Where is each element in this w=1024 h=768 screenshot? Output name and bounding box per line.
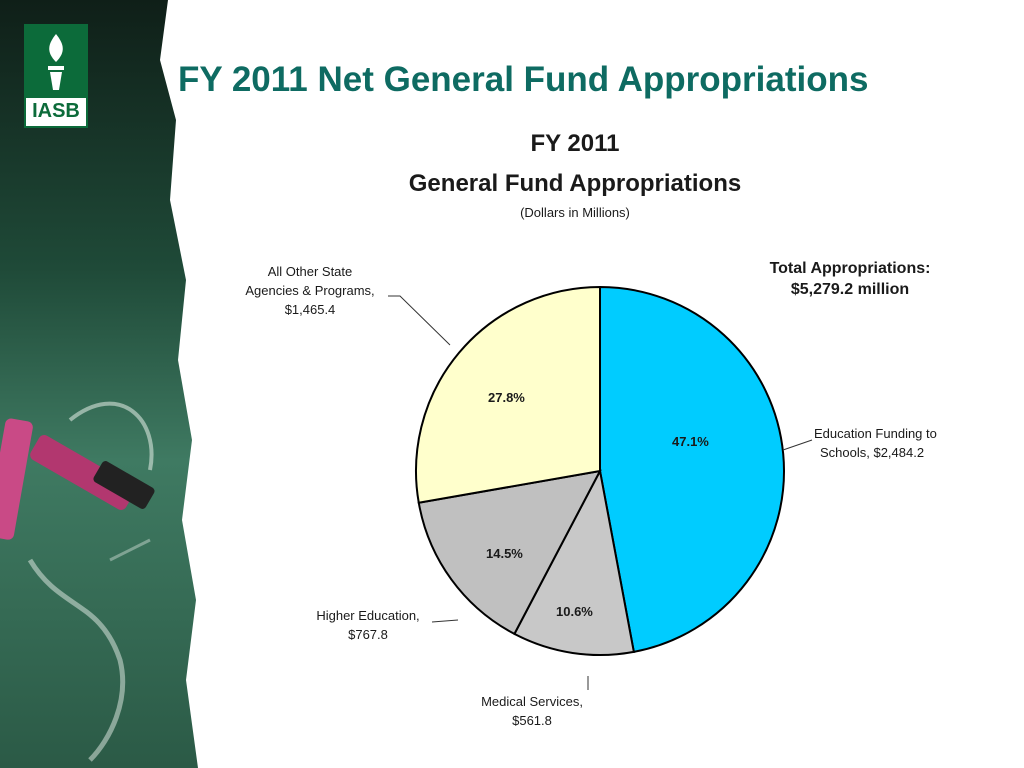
slice-label-line: Education Funding to <box>814 426 937 441</box>
slide-title: FY 2011 Net General Fund Appropriations <box>178 60 869 99</box>
slice-percent-other: 27.8% <box>488 390 525 405</box>
pie-slice-higher-ed <box>417 469 602 636</box>
iasb-logo: IASB <box>24 24 88 128</box>
slice-label-line: $1,465.4 <box>284 302 336 317</box>
leader-line-other <box>388 295 451 346</box>
pie-slice-other <box>415 285 601 504</box>
slice-percent-education: 47.1% <box>672 434 709 449</box>
slice-percent-higher-ed: 14.5% <box>486 546 523 561</box>
total-appropriations: Total Appropriations: $5,279.2 million <box>730 258 970 300</box>
slice-label-line: $767.8 <box>348 627 388 642</box>
total-line-1: Total Appropriations: <box>769 260 931 277</box>
total-line-2: $5,279.2 million <box>790 281 910 298</box>
slice-label-line: Medical Services, <box>481 694 583 709</box>
chart-units-note: (Dollars in Millions) <box>520 205 630 220</box>
slice-label-medical: Medical Services, $561.8 <box>470 692 594 730</box>
slice-label-line: All Other State <box>267 264 353 279</box>
pie-slice-medical <box>513 467 636 656</box>
torch-icon <box>48 34 64 90</box>
pie-slice-education <box>599 285 786 654</box>
slice-label-higher-ed: Higher Education, $767.8 <box>306 606 430 644</box>
logo-text: IASB <box>32 100 80 122</box>
slice-label-line: Agencies & Programs, <box>245 283 375 298</box>
leader-line-higher-ed <box>431 619 459 623</box>
chart-subtitle: General Fund Appropriations <box>408 170 742 197</box>
chart-title: FY 2011 <box>530 130 620 157</box>
slice-percent-medical: 10.6% <box>556 604 593 619</box>
slice-label-education: Education Funding to Schools, $2,484.2 <box>814 424 937 462</box>
chalk-stick-icon <box>0 418 155 540</box>
slice-label-line: Schools, $2,484.2 <box>820 445 925 460</box>
leader-line-education <box>782 439 813 451</box>
slice-label-line: $561.8 <box>512 713 552 728</box>
chalkboard-sidebar <box>0 0 198 768</box>
slice-label-line: Higher Education, <box>316 608 420 623</box>
slice-label-other: All Other State Agencies & Programs, $1,… <box>226 262 394 319</box>
